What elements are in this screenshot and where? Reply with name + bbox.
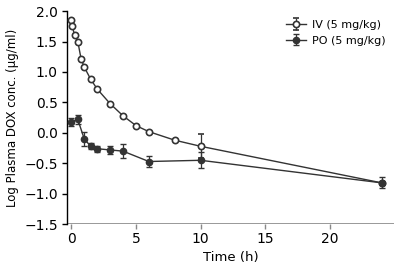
X-axis label: Time (h): Time (h) [203,251,259,264]
Y-axis label: Log Plasma DOX conc. (µg/ml): Log Plasma DOX conc. (µg/ml) [6,29,18,207]
Legend: IV (5 mg/kg), PO (5 mg/kg): IV (5 mg/kg), PO (5 mg/kg) [283,17,389,49]
